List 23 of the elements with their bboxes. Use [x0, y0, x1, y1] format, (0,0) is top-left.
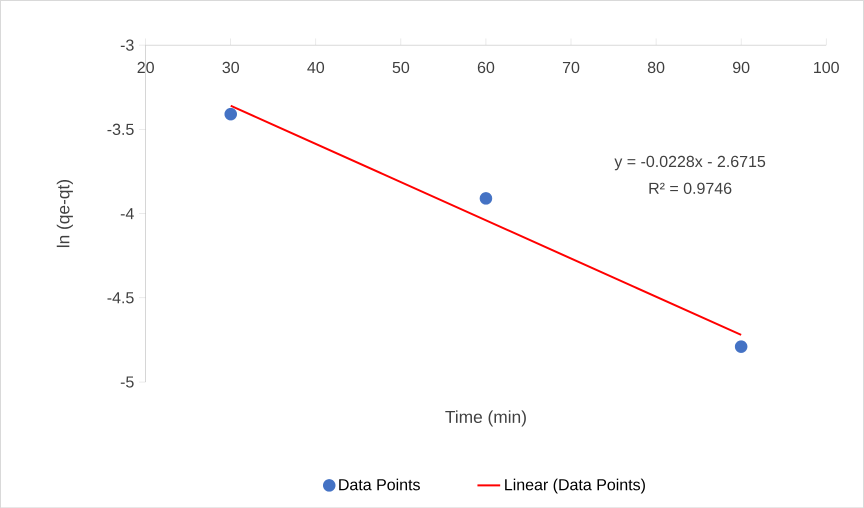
point	[224, 108, 237, 120]
point	[480, 192, 492, 204]
x-tick-label: 20	[138, 62, 154, 73]
x-tick-label: 60	[478, 62, 494, 73]
y-tick-label: -5	[120, 376, 134, 388]
y-tick-label: -3.5	[107, 124, 134, 135]
annotation: y = -0.0228x - 2.6715	[614, 156, 766, 170]
x-tick-label: 40	[307, 62, 324, 73]
y-tick-label: -3	[120, 39, 134, 51]
y-tick-label: -4	[120, 208, 134, 219]
legend-label: Linear (Data Points)	[505, 478, 645, 494]
y-axis-title: ln (qe-qt)	[56, 180, 73, 247]
legend-label: Data Points	[339, 478, 420, 490]
annotation: R² = 0.9746	[649, 182, 732, 194]
x-tick-label: 30	[222, 62, 240, 73]
y-tick-label: -4.5	[107, 292, 134, 304]
x-tick-label: 90	[733, 62, 750, 73]
x-tick-label: 80	[648, 62, 664, 73]
x-tick-label: 70	[562, 62, 580, 73]
x-axis-title: Time (min)	[445, 410, 526, 426]
point	[734, 340, 748, 353]
x-tick-label: 50	[392, 62, 410, 73]
x-tick-label: 100	[814, 62, 839, 73]
